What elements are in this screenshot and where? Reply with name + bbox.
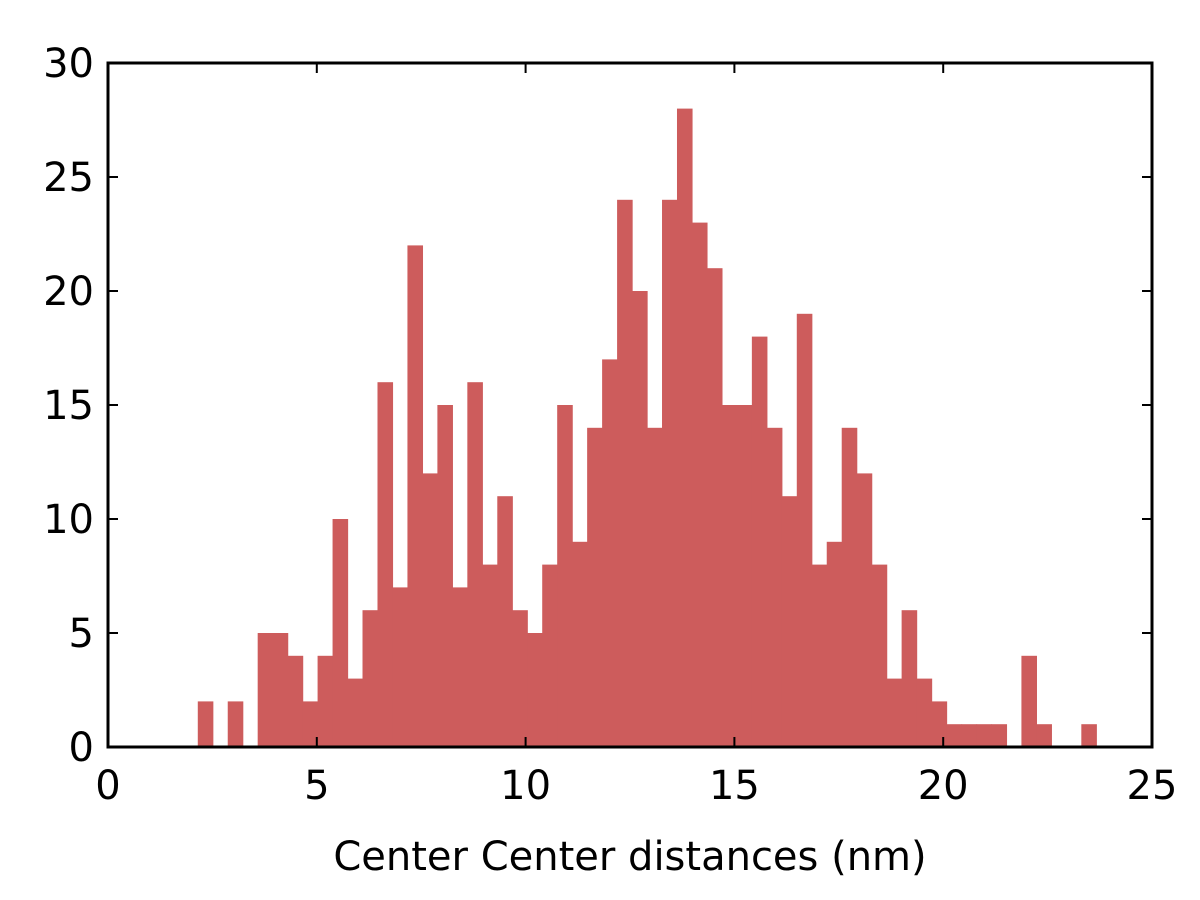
histogram-bar: [811, 564, 828, 747]
histogram-bar: [272, 633, 289, 747]
y-tick-label: 20: [43, 269, 94, 315]
histogram-bar: [542, 564, 558, 747]
histogram-bar: [647, 427, 663, 747]
histogram-bar: [497, 496, 513, 747]
histogram-bar: [407, 245, 424, 747]
x-tick-label: 5: [304, 763, 329, 809]
histogram-bar: [422, 473, 438, 747]
histogram-bar: [467, 382, 483, 747]
histogram-bar: [392, 587, 409, 747]
histogram-bar: [512, 610, 528, 747]
y-tick-label: 15: [43, 383, 94, 429]
histogram-bar: [437, 405, 453, 747]
histogram-bar: [662, 199, 678, 748]
histogram-bar: [377, 382, 394, 747]
y-tick-label: 30: [43, 41, 94, 87]
x-axis-title: Center Center distances (nm): [333, 834, 926, 880]
histogram-bar: [617, 199, 633, 748]
plot-frame: [106, 61, 1154, 749]
histogram-bar: [781, 496, 798, 747]
histogram-bar: [976, 724, 993, 747]
histogram-bar: [796, 313, 813, 747]
histogram-bar: [632, 291, 648, 747]
histogram-bar: [257, 633, 274, 747]
histogram-bar: [841, 427, 858, 747]
histogram-bar: [901, 610, 918, 747]
histogram-bar: [736, 405, 753, 747]
x-tick-label: 10: [500, 763, 551, 809]
histogram-bar: [572, 541, 588, 747]
histogram-bar: [871, 564, 888, 747]
histogram-bar: [706, 268, 723, 747]
histogram-bar: [302, 701, 319, 747]
histogram-bar: [766, 427, 783, 747]
histogram-bar: [826, 541, 843, 747]
histogram-bar: [946, 724, 963, 747]
histogram-bar: [332, 519, 349, 747]
histogram-bar: [227, 701, 244, 747]
histogram-bar: [676, 108, 693, 748]
histogram-bar: [1036, 724, 1052, 747]
histogram-bar: [961, 724, 978, 747]
y-tick-label: 10: [43, 497, 94, 543]
histogram-bar: [856, 473, 873, 747]
histogram-bar: [691, 222, 708, 748]
x-tick-label: 20: [918, 763, 969, 809]
histogram-bar: [751, 336, 768, 747]
histogram-bar: [587, 427, 603, 747]
histogram-bar: [317, 655, 334, 747]
y-tick-label: 5: [69, 611, 94, 657]
bars-group: [197, 108, 1097, 748]
histogram-bar: [287, 655, 304, 747]
histogram-bar: [482, 564, 498, 747]
x-tick-label: 25: [1127, 763, 1178, 809]
histogram-bar: [602, 359, 618, 747]
histogram-bar: [1021, 655, 1037, 747]
histogram-bar: [931, 701, 948, 747]
histogram-bar: [527, 633, 543, 747]
histogram-bar: [721, 405, 738, 747]
histogram-bar: [347, 678, 364, 747]
histogram-bar: [557, 405, 573, 747]
histogram-bar: [991, 724, 1008, 747]
y-tick-label: 0: [69, 725, 94, 771]
histogram-bar: [886, 678, 903, 747]
x-tick-label: 0: [95, 763, 120, 809]
histogram-bar: [916, 678, 933, 747]
x-tick-label: 15: [709, 763, 760, 809]
y-tick-label: 25: [43, 155, 94, 201]
histogram-bar: [1081, 724, 1097, 747]
histogram-bar: [362, 610, 379, 747]
histogram-bar: [197, 701, 214, 747]
histogram-bar: [452, 587, 468, 747]
tick-labels-group: 0 5 10 15 20 25 0 5 10 15 20 25 30: [43, 41, 1177, 809]
